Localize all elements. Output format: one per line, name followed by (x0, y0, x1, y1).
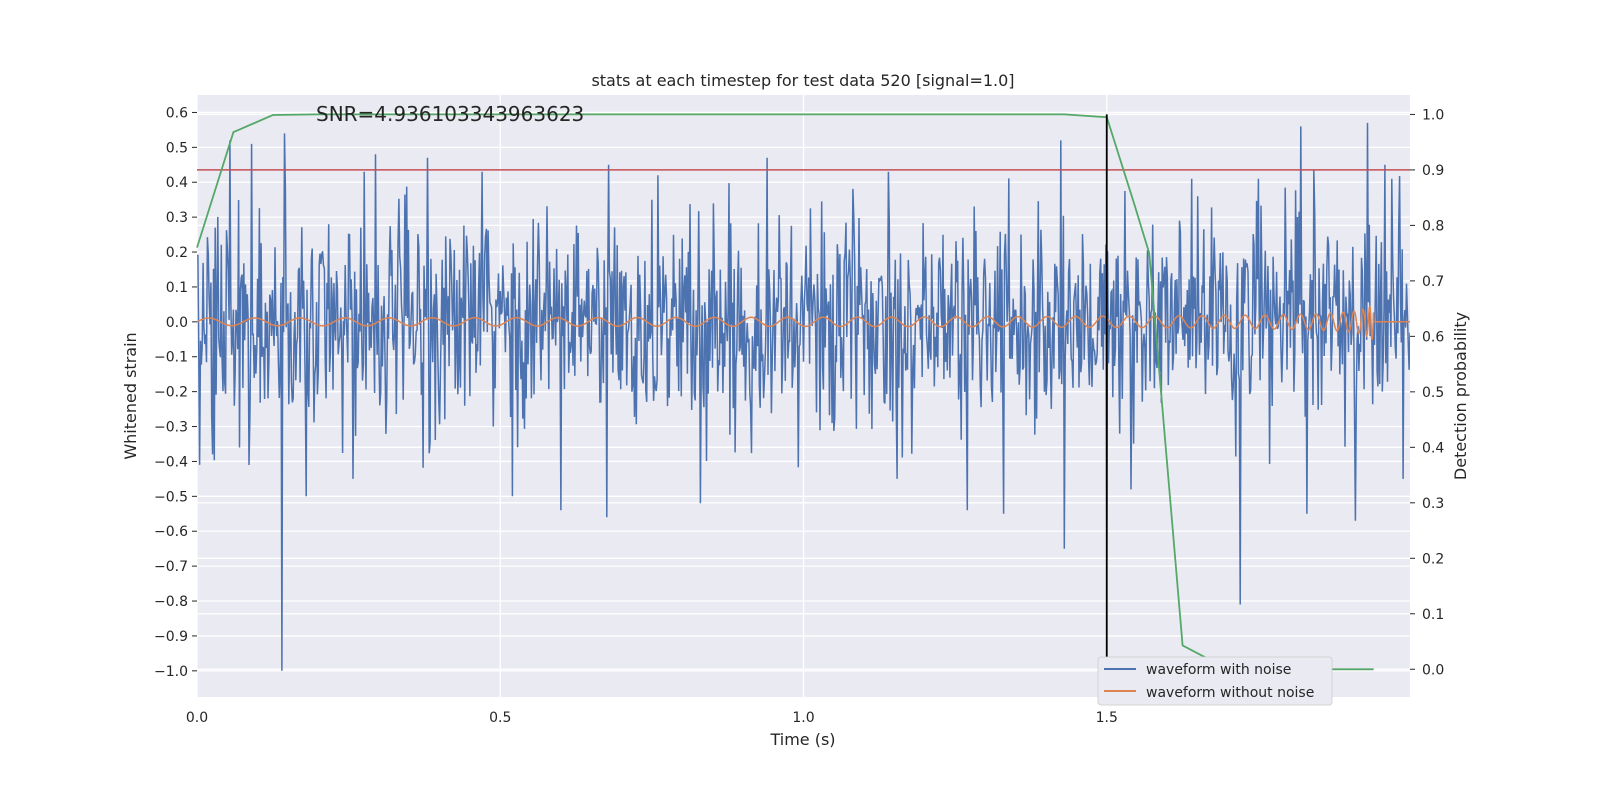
y2-tick-label: 0.8 (1422, 218, 1444, 234)
y2-tick-label: 0.5 (1422, 385, 1444, 401)
y2-tick-label: 0.2 (1422, 551, 1444, 567)
y-tick-label: −0.2 (154, 385, 188, 401)
y2-tick-label: 1.0 (1422, 107, 1444, 123)
y-tick-label: 0.6 (166, 105, 188, 121)
y-tick-label: 0.1 (166, 280, 188, 296)
x-axis-label: Time (s) (769, 730, 835, 749)
y-tick-label: 0.5 (166, 140, 188, 156)
x-tick-label: 1.5 (1096, 710, 1118, 726)
y-tick-label: −0.8 (154, 594, 188, 610)
series-waveform-with-noise (197, 122, 1410, 671)
y2-tick-label: 0.4 (1422, 440, 1444, 456)
y2-tick-label: 0.0 (1422, 662, 1444, 678)
y-tick-label: 0.0 (166, 315, 188, 331)
y2-axis-ticks: 1.0 0.9 0.8 0.7 0.6 0.5 0.4 0.3 0.2 0.1 0.0 (1410, 107, 1444, 678)
y-tick-label: −0.1 (154, 350, 188, 366)
y2-tick-label: 0.3 (1422, 496, 1444, 512)
y2-tick-label: 0.6 (1422, 329, 1444, 345)
y2-tick-label: 0.1 (1422, 607, 1444, 623)
legend: waveform with noise waveform without noi… (1097, 656, 1333, 706)
series-layer (197, 122, 1410, 671)
y-tick-label: −1.0 (154, 664, 188, 680)
x-axis-ticks: 0.0 0.5 1.0 1.5 (186, 710, 1118, 726)
series-waveform-without-noise (197, 305, 1410, 340)
y-tick-label: −0.6 (154, 524, 188, 540)
y-tick-label: 0.4 (166, 175, 188, 191)
y2-tick-label: 0.9 (1422, 163, 1444, 179)
x-tick-label: 0.5 (489, 710, 511, 726)
x-tick-label: 0.0 (186, 710, 208, 726)
y-tick-label: −0.7 (154, 559, 188, 575)
y-axis-ticks: 0.6 0.5 0.4 0.3 0.2 0.1 0.0 −0.1 −0.2 −0.3 −0.4 −0.… (154, 105, 197, 680)
legend-label-clean: waveform without noise (1146, 685, 1314, 701)
y-tick-label: −0.4 (154, 454, 188, 470)
x-tick-label: 1.0 (792, 710, 814, 726)
legend-box (1097, 656, 1333, 706)
y-tick-label: 0.2 (166, 245, 188, 261)
y2-axis-label: Detection probability (1451, 312, 1470, 480)
y2-tick-label: 0.7 (1422, 274, 1444, 290)
snr-annotation: SNR=4.936103343963623 (316, 102, 584, 126)
y-axis-label: Whitened strain (121, 332, 140, 459)
y-tick-label: −0.5 (154, 489, 188, 505)
y-tick-label: 0.3 (166, 210, 188, 226)
y-tick-label: −0.3 (154, 420, 188, 436)
y-tick-label: −0.9 (154, 629, 188, 645)
chart-title: stats at each timestep for test data 520… (591, 71, 1014, 90)
legend-label-noise: waveform with noise (1146, 662, 1291, 678)
